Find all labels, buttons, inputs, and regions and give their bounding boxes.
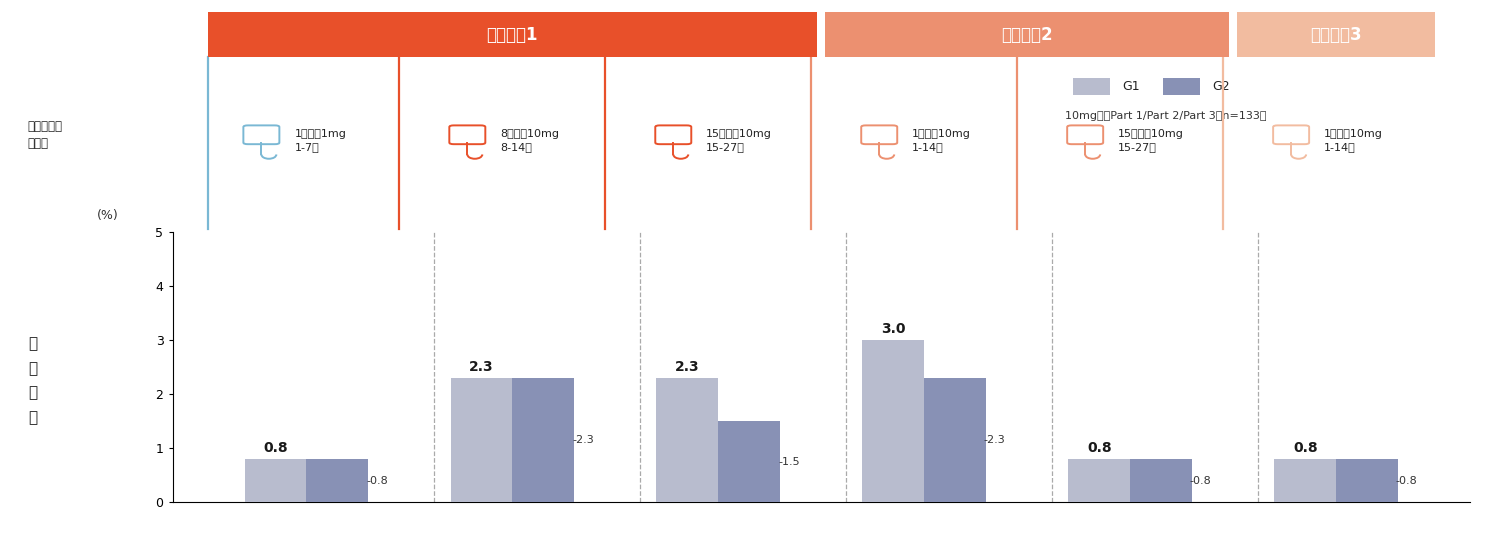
Text: イムデトラ
投与量: イムデトラ 投与量: [27, 120, 62, 150]
Bar: [513, 378, 574, 502]
Text: 15日目：10mg
15-27日: 15日目：10mg 15-27日: [706, 129, 772, 152]
Text: -0.8: -0.8: [1396, 476, 1417, 485]
Bar: [862, 340, 924, 502]
Text: 10mg群：Part 1/Part 2/Part 3（n=133）: 10mg群：Part 1/Part 2/Part 3（n=133）: [1065, 111, 1266, 121]
Bar: [450, 378, 513, 502]
Text: -0.8: -0.8: [1190, 476, 1212, 485]
Bar: [1336, 459, 1398, 502]
Text: 2.3: 2.3: [675, 360, 699, 374]
Text: 1日目：10mg
1-14日: 1日目：10mg 1-14日: [912, 129, 970, 152]
Text: 2.3: 2.3: [470, 360, 494, 374]
Bar: [718, 421, 780, 502]
Text: 0.8: 0.8: [262, 441, 288, 455]
Text: 3.0: 3.0: [880, 322, 906, 336]
Bar: [1068, 459, 1130, 502]
Text: -1.5: -1.5: [778, 457, 800, 467]
Text: (%): (%): [98, 210, 118, 222]
Text: G1: G1: [1122, 80, 1140, 93]
Bar: [1130, 459, 1192, 502]
Text: 8日目：10mg
8-14日: 8日目：10mg 8-14日: [501, 129, 560, 152]
Bar: [657, 378, 718, 502]
Text: 1日目：10mg
1-14日: 1日目：10mg 1-14日: [1324, 129, 1383, 152]
Text: -2.3: -2.3: [572, 435, 594, 445]
Text: -2.3: -2.3: [984, 435, 1005, 445]
Text: 15日目：10mg
15-27日: 15日目：10mg 15-27日: [1118, 129, 1184, 152]
Bar: [924, 378, 986, 502]
Text: 0.8: 0.8: [1088, 441, 1112, 455]
Text: サイクル1: サイクル1: [486, 25, 538, 44]
Text: 0.8: 0.8: [1293, 441, 1317, 455]
Text: 1日目：1mg
1-7日: 1日目：1mg 1-7日: [294, 129, 346, 152]
Text: -0.8: -0.8: [366, 476, 388, 485]
Text: サイクル2: サイクル2: [1002, 25, 1053, 44]
Text: G2: G2: [1212, 80, 1230, 93]
Text: 患
者
割
合: 患 者 割 合: [28, 336, 38, 425]
Bar: [244, 459, 306, 502]
Bar: [1275, 459, 1336, 502]
Bar: [306, 459, 368, 502]
Text: サイクル3: サイクル3: [1311, 25, 1362, 44]
